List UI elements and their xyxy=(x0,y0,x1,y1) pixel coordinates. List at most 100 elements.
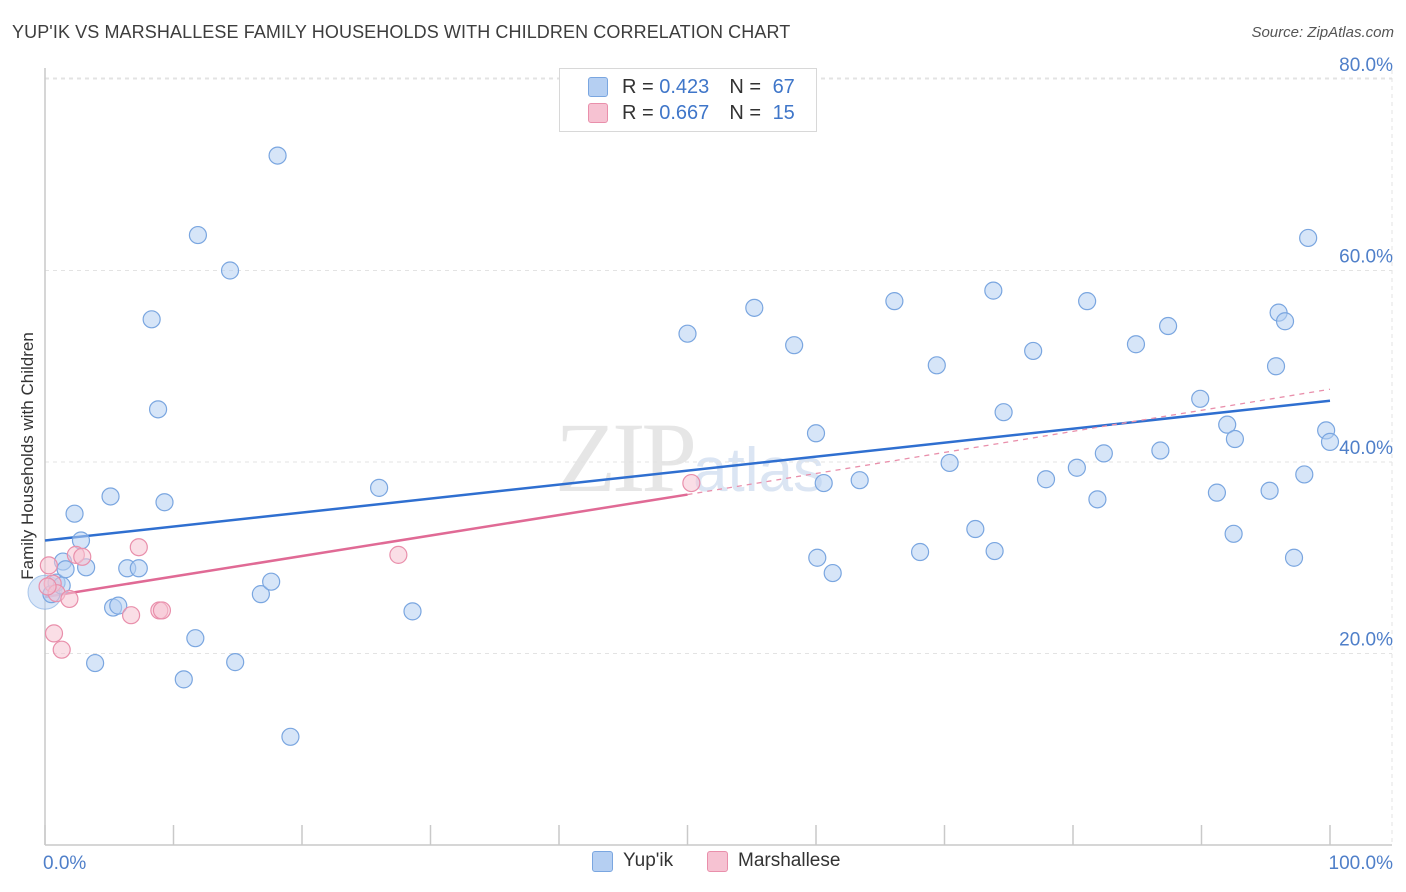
yupik-point xyxy=(1191,389,1210,408)
yupik-point xyxy=(65,504,84,523)
legend-n-value: 15 xyxy=(772,101,795,124)
bottom-legend-label-marshallese: Marshallese xyxy=(738,850,841,871)
yupik-point xyxy=(1158,316,1178,336)
marshallese-point xyxy=(60,589,79,609)
y-tick-label: 20.0% xyxy=(1339,630,1393,651)
yupik-point xyxy=(806,424,826,443)
yupik-point xyxy=(403,602,422,621)
legend-n-label: N = xyxy=(729,101,767,124)
gridlines xyxy=(45,70,1393,845)
marshallese-point xyxy=(129,538,148,557)
bottom-legend-label-yupik: Yup'ik xyxy=(623,850,674,871)
yupik-point xyxy=(1260,481,1279,500)
marshallese-point xyxy=(121,606,141,625)
yupik-point xyxy=(1088,490,1107,509)
yupik-point xyxy=(226,653,245,672)
marshallese-trend-line xyxy=(44,493,688,599)
x-tick-label: 0.0% xyxy=(43,853,86,874)
yupik-point xyxy=(262,572,281,591)
yupik-point xyxy=(985,541,1004,561)
yupik-point xyxy=(1295,465,1314,484)
source-credit: Source: ZipAtlas.com xyxy=(1251,24,1394,41)
yupik-point xyxy=(1224,524,1243,543)
marshallese-point xyxy=(39,556,58,575)
yupik-point xyxy=(940,453,959,473)
y-tick-label: 40.0% xyxy=(1339,438,1393,459)
legend-n-value: 67 xyxy=(772,75,795,98)
yupik-point xyxy=(129,559,148,578)
yupik-point xyxy=(148,400,168,419)
x-tick-label: 100.0% xyxy=(1329,853,1394,874)
yupik-point xyxy=(814,473,833,493)
yupik-point xyxy=(1299,228,1318,248)
yupik-point xyxy=(251,585,270,604)
axes xyxy=(44,68,1392,846)
yupik-point xyxy=(885,292,904,311)
yupik-point xyxy=(678,324,697,343)
yupik-point xyxy=(370,478,389,497)
legend-row-marshallese: R = 0.667 N = 15 xyxy=(588,101,795,125)
yupik-point xyxy=(966,519,985,539)
chart-title: YUP'IK VS MARSHALLESE FAMILY HOUSEHOLDS … xyxy=(12,22,791,42)
yupik-point xyxy=(823,563,842,583)
yupik-point xyxy=(1320,432,1340,451)
marshallese-point xyxy=(52,640,71,659)
yupik-point xyxy=(1126,335,1146,354)
yupik-point xyxy=(1284,548,1304,567)
y-tick-label: 60.0% xyxy=(1339,247,1393,268)
yupik-point xyxy=(1275,312,1295,331)
yupik-point xyxy=(174,670,193,689)
yupik-point xyxy=(1218,415,1237,434)
legend-row-yupik: R = 0.423 N = 67 xyxy=(588,75,795,99)
yupik-point xyxy=(1225,429,1245,449)
marshallese-point xyxy=(389,545,408,564)
legend-r-label: R = xyxy=(622,75,660,98)
yupik-point xyxy=(101,487,120,506)
y-tick-label: 80.0% xyxy=(1339,55,1393,76)
legend-swatch-marshallese xyxy=(588,103,608,123)
yupik-point xyxy=(745,298,764,317)
legend-n-label: N = xyxy=(729,75,767,98)
legend-r-value: 0.667 xyxy=(659,101,710,124)
watermark-sub: atlas xyxy=(693,436,824,505)
legend: R = 0.423 N = 67 R = 0.667 N = 15 xyxy=(559,68,817,132)
yupik-point xyxy=(281,727,300,746)
yupik-point xyxy=(910,542,930,562)
marshallese-trend-extension xyxy=(687,388,1331,496)
yupik-point xyxy=(927,356,946,375)
yupik-point xyxy=(188,225,208,245)
yupik-point xyxy=(1036,470,1056,489)
yupik-point xyxy=(1024,341,1043,361)
bottom-legend-marshallese: Marshallese xyxy=(707,850,840,872)
yupik-point xyxy=(268,146,287,165)
trend-lines xyxy=(44,388,1331,599)
yupik-point xyxy=(850,471,869,490)
yupik-point xyxy=(155,493,174,512)
data-points xyxy=(27,146,1340,746)
bottom-legend-yupik: Yup'ik xyxy=(592,850,673,872)
legend-swatch-yupik xyxy=(588,77,608,97)
yupik-point xyxy=(56,560,75,579)
tick-labels: 20.0% 40.0% 60.0% 80.0% 0.0% 100.0% xyxy=(43,55,1393,874)
watermark: ZIPatlas xyxy=(555,400,824,515)
marshallese-point xyxy=(73,547,92,566)
watermark-main: ZIP xyxy=(555,402,697,513)
yupik-point xyxy=(86,653,105,673)
yupik-point xyxy=(1067,458,1086,477)
marshallese-point xyxy=(152,601,172,620)
yupik-point xyxy=(808,548,827,567)
bottom-legend-swatch-marshallese xyxy=(707,850,728,872)
yupik-point xyxy=(1094,444,1113,463)
yupik-point xyxy=(220,261,240,280)
yupik-point xyxy=(994,403,1013,422)
yupik-point xyxy=(1266,357,1286,376)
marshallese-point xyxy=(682,473,701,493)
yupik-point xyxy=(1078,292,1097,311)
marshallese-point xyxy=(38,577,57,596)
yupik-point xyxy=(1207,483,1227,502)
yupik-point xyxy=(1151,441,1170,460)
yupik-point xyxy=(984,281,1003,300)
yupik-point xyxy=(142,310,161,329)
yupik-point xyxy=(785,336,804,355)
